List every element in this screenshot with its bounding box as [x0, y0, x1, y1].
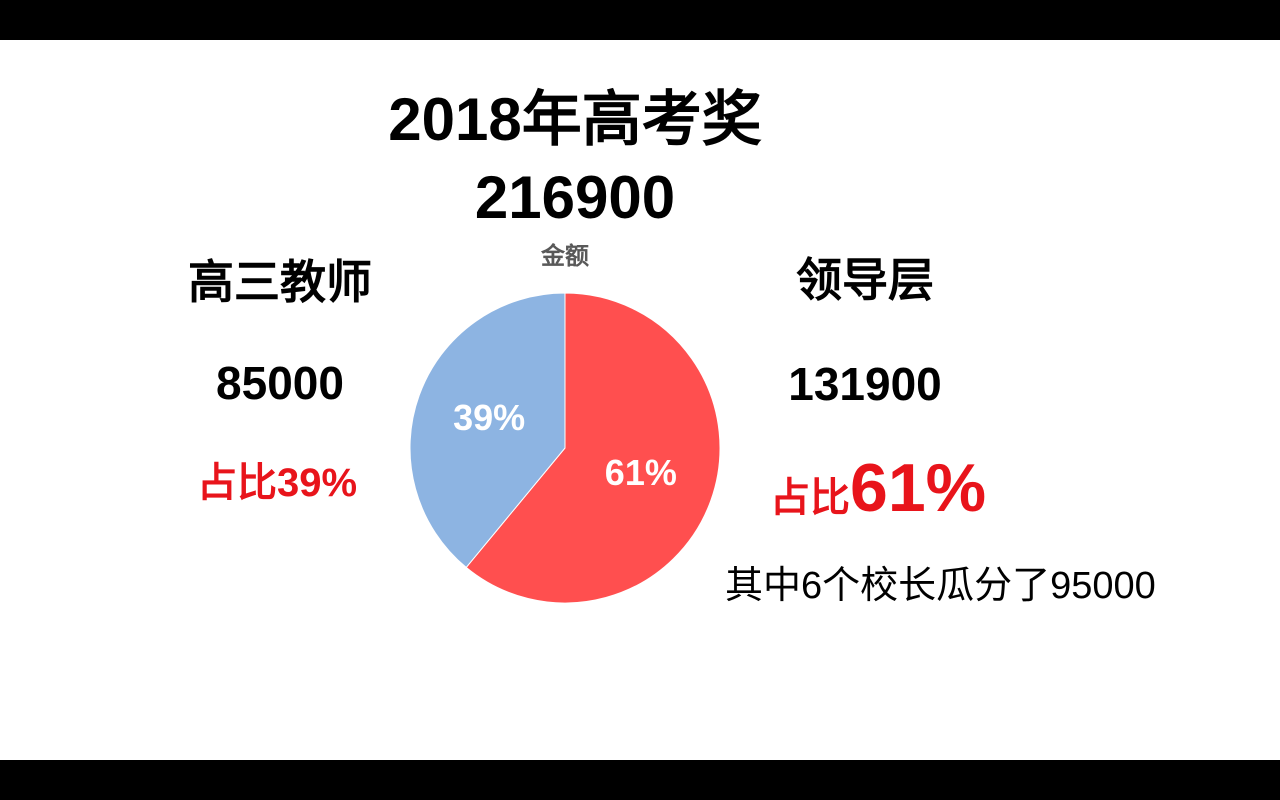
letterbox-bottom: [0, 760, 1280, 800]
pie-slice-label-1: 39%: [453, 397, 525, 438]
pie-slice-label-0: 61%: [605, 452, 677, 493]
pie-slice-0: [465, 292, 721, 604]
leadership-share-prefix: 占比: [770, 476, 850, 520]
slide: 2018年高考奖 216900 金额 61% 39% 高三教师 85000 占比3…: [0, 40, 1280, 760]
leadership-share-value: 61%: [850, 450, 987, 526]
total-amount: 216900: [474, 164, 676, 231]
teachers-label: 高三教师: [188, 256, 372, 308]
pie-chart: 61% 39%: [409, 292, 721, 604]
pie-slice-1: [409, 292, 566, 569]
main-title: 2018年高考奖: [388, 86, 762, 153]
principals-note: 其中6个校长瓜分了95000: [725, 565, 1156, 607]
teachers-amount: 85000: [216, 357, 344, 409]
leadership-label: 领导层: [796, 254, 934, 306]
teachers-share: 占比39%: [197, 461, 358, 505]
leadership-share: 占比61%: [770, 448, 986, 547]
leadership-amount: 131900: [788, 358, 942, 410]
chart-title: 金额: [541, 243, 589, 270]
letterbox-top: [0, 0, 1280, 40]
